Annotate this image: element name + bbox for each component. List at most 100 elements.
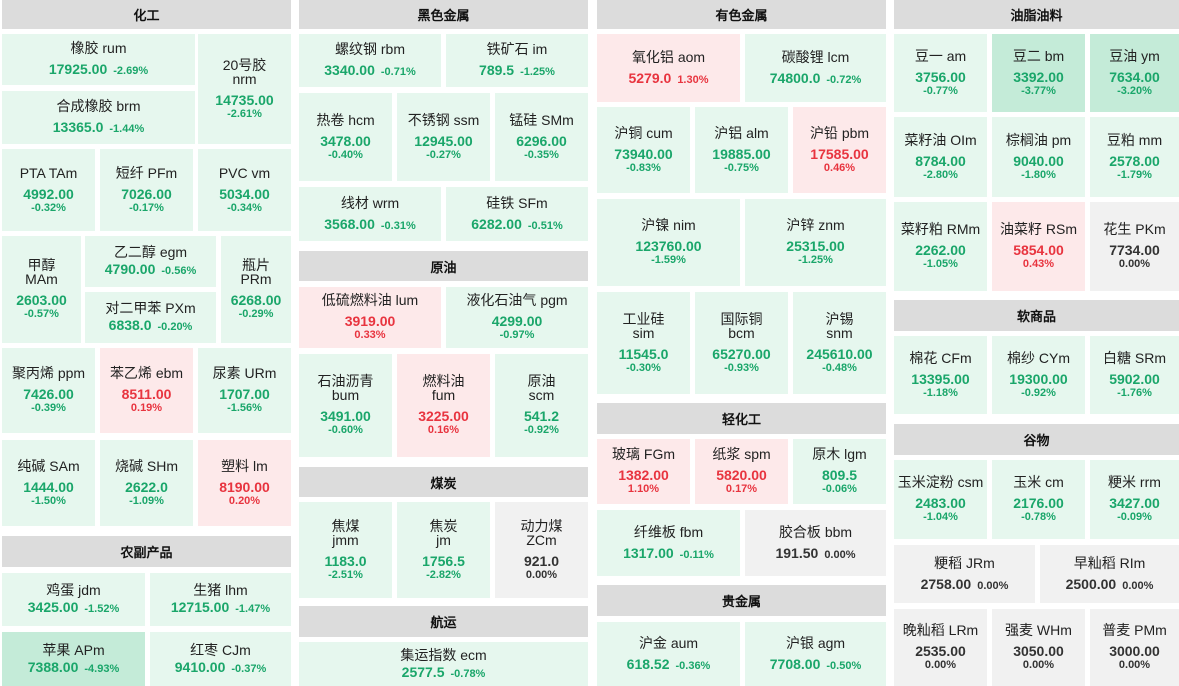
tile-vm[interactable]: PVC vm 5034.00 -0.34%	[198, 149, 291, 231]
tile-price: 541.2	[523, 408, 560, 424]
tile-aum[interactable]: 沪金 aum 618.52 -0.36%	[597, 622, 740, 686]
tile-CJm[interactable]: 红枣 CJm 9410.00 -0.37%	[150, 632, 291, 686]
tile-PRm[interactable]: 瓶片 PRm 6268.00 -0.29%	[221, 236, 291, 343]
tile-change: 0.43%	[1022, 258, 1055, 270]
tile-SFm[interactable]: 硅铁 SFm 6282.00 -0.51%	[446, 187, 588, 241]
tile-jmm[interactable]: 焦煤 jmm 1183.0 -2.51%	[299, 502, 392, 598]
tile-change: 0.00%	[1022, 659, 1055, 671]
tile-change: 0.33%	[354, 329, 386, 341]
tile-SAm[interactable]: 纯碱 SAm 1444.00 -1.50%	[2, 440, 95, 526]
tile-change: -1.59%	[651, 254, 686, 266]
tile-csm[interactable]: 玉米淀粉 csm 2483.00 -1.04%	[894, 460, 987, 539]
tile-name: 塑料 lm	[221, 457, 268, 474]
tile-change: -4.93%	[84, 662, 120, 675]
tile-pbm[interactable]: 沪铅 pbm 17585.00 0.46%	[793, 107, 886, 193]
tile-price: 2535.00	[915, 643, 966, 659]
tile-jdm[interactable]: 鸡蛋 jdm 3425.00 -1.52%	[2, 573, 145, 626]
tile-ssm[interactable]: 不锈钢 ssm 12945.00 -0.27%	[397, 93, 490, 181]
tile-price: 1317.00	[623, 544, 674, 561]
tile-name: 豆油 ym	[1109, 47, 1160, 64]
tile-ZCm[interactable]: 动力煤 ZCm 921.0 0.00%	[495, 502, 588, 598]
tile-FGm[interactable]: 玻璃 FGm 1382.00 1.10%	[597, 439, 690, 504]
tile-snm[interactable]: 沪锡 snm 245610.00 -0.48%	[793, 292, 886, 394]
tile-name: 沪铅 pbm	[809, 124, 870, 141]
tile-ebm[interactable]: 苯乙烯 ebm 8511.00 0.19%	[100, 348, 193, 433]
tile-APm[interactable]: 苹果 APm 7388.00 -4.93%	[2, 632, 145, 686]
tile-rrm[interactable]: 粳米 rrm 3427.00 -0.09%	[1090, 460, 1179, 539]
tile-bm[interactable]: 豆二 bm 3392.00 -3.77%	[992, 34, 1085, 112]
tile-name: 玻璃 FGm	[612, 446, 675, 462]
tile-price: 2262.00	[915, 242, 966, 258]
tile-scm[interactable]: 原油 scm 541.2 -0.92%	[495, 354, 588, 457]
tile-jm[interactable]: 焦炭 jm 1756.5 -2.82%	[397, 502, 490, 598]
tile-OIm[interactable]: 菜籽油 OIm 8784.00 -2.80%	[894, 117, 987, 197]
tile-CYm[interactable]: 棉纱 CYm 19300.00 -0.92%	[992, 336, 1085, 414]
tile-wrm[interactable]: 线材 wrm 3568.00 -0.31%	[299, 187, 441, 241]
tile-price: 12715.00	[170, 599, 230, 615]
tile-price: 7426.00	[23, 386, 74, 402]
tile-lum[interactable]: 低硫燃料油 lum 3919.00 0.33%	[299, 287, 441, 348]
tile-PMm[interactable]: 普麦 PMm 3000.00 0.00%	[1090, 609, 1179, 686]
tile-SRm[interactable]: 白糖 SRm 5902.00 -1.76%	[1090, 336, 1179, 414]
tile-fbm[interactable]: 纤维板 fbm 1317.00 -0.11%	[597, 510, 740, 576]
tile-egm[interactable]: 乙二醇 egm 4790.00 -0.56%	[85, 236, 216, 287]
tile-name: 沪铝 alm	[714, 124, 769, 141]
tile-bbm[interactable]: 胶合板 bbm 191.50 0.00%	[745, 510, 886, 576]
tile-fum[interactable]: 燃料油 fum 3225.00 0.16%	[397, 354, 490, 457]
tile-lgm[interactable]: 原木 lgm 809.5 -0.06%	[793, 439, 886, 504]
tile-mm[interactable]: 豆粕 mm 2578.00 -1.79%	[1090, 117, 1179, 197]
tile-name: 国际铜	[720, 310, 763, 327]
tile-am[interactable]: 豆一 am 3756.00 -0.77%	[894, 34, 987, 112]
tile-ym[interactable]: 豆油 ym 7634.00 -3.20%	[1090, 34, 1179, 112]
tile-pm[interactable]: 棕榈油 pm 9040.00 -1.80%	[992, 117, 1085, 197]
tile-spm[interactable]: 纸浆 spm 5820.00 0.17%	[695, 439, 788, 504]
tile-PKm[interactable]: 花生 PKm 7734.00 0.00%	[1090, 202, 1179, 291]
tile-sim[interactable]: 工业硅 sim 11545.0 -0.30%	[597, 292, 690, 394]
tile-price: 3491.00	[320, 408, 371, 424]
tile-nrm[interactable]: 20号胶 nrm 14735.00 -2.61%	[198, 34, 291, 144]
tile-brm[interactable]: 合成橡胶 brm 13365.0 -1.44%	[2, 91, 195, 144]
tile-RMm[interactable]: 菜籽粕 RMm 2262.00 -1.05%	[894, 202, 987, 291]
tile-change: -2.82%	[426, 568, 461, 581]
tile-LRm[interactable]: 晚籼稻 LRm 2535.00 0.00%	[894, 609, 987, 686]
tile-aom[interactable]: 氧化铝 aom 5279.0 1.30%	[597, 34, 740, 102]
tile-znm[interactable]: 沪锌 znm 25315.00 -1.25%	[745, 199, 886, 286]
tile-lcm[interactable]: 碳酸锂 lcm 74800.0 -0.72%	[745, 34, 886, 102]
tile-PXm[interactable]: 对二甲苯 PXm 6838.0 -0.20%	[85, 292, 216, 343]
tile-im[interactable]: 铁矿石 im 789.5 -1.25%	[446, 34, 588, 87]
tile-lhm[interactable]: 生猪 lhm 12715.00 -1.47%	[150, 573, 291, 626]
tile-name: 集运指数 ecm	[400, 646, 487, 663]
tile-rbm[interactable]: 螺纹钢 rbm 3340.00 -0.71%	[299, 34, 441, 87]
tile-cum[interactable]: 沪铜 cum 73940.00 -0.83%	[597, 107, 690, 193]
tile-WHm[interactable]: 强麦 WHm 3050.00 0.00%	[992, 609, 1085, 686]
tile-price: 809.5	[821, 467, 858, 483]
tile-MAm[interactable]: 甲醇 MAm 2603.00 -0.57%	[2, 236, 81, 343]
tile-JRm[interactable]: 粳稻 JRm 2758.00 0.00%	[894, 545, 1035, 603]
tile-TAm[interactable]: PTA TAm 4992.00 -0.32%	[2, 149, 95, 231]
tile-pgm[interactable]: 液化石油气 pgm 4299.00 -0.97%	[446, 287, 588, 348]
tile-RIm[interactable]: 早籼稻 RIm 2500.00 0.00%	[1040, 545, 1179, 603]
tile-CFm[interactable]: 棉花 CFm 13395.00 -1.18%	[894, 336, 987, 414]
tile-price: 1183.0	[324, 552, 367, 569]
tile-SMm[interactable]: 锰硅 SMm 6296.00 -0.35%	[495, 93, 588, 181]
tile-URm[interactable]: 尿素 URm 1707.00 -1.56%	[198, 348, 291, 433]
tile-cm[interactable]: 玉米 cm 2176.00 -0.78%	[992, 460, 1085, 539]
tile-nim[interactable]: 沪镍 nim 123760.00 -1.59%	[597, 199, 740, 286]
tile-hcm[interactable]: 热卷 hcm 3478.00 -0.40%	[299, 93, 392, 181]
tile-agm[interactable]: 沪银 agm 7708.00 -0.50%	[745, 622, 886, 686]
tile-alm[interactable]: 沪铝 alm 19885.00 -0.75%	[695, 107, 788, 193]
tile-bum[interactable]: 石油沥青 bum 3491.00 -0.60%	[299, 354, 392, 457]
tile-ecm[interactable]: 集运指数 ecm 2577.5 -0.78%	[299, 642, 588, 686]
tile-name: 胶合板 bbm	[778, 523, 853, 540]
tile-name: 强麦 WHm	[1005, 622, 1072, 638]
tile-ppm[interactable]: 聚丙烯 ppm 7426.00 -0.39%	[2, 348, 95, 433]
tile-name: 豆一 am	[914, 47, 967, 64]
tile-rum[interactable]: 橡胶 rum 17925.00 -2.69%	[2, 34, 195, 85]
tile-change: 0.00%	[924, 659, 957, 671]
tile-lm[interactable]: 塑料 lm 8190.00 0.20%	[198, 440, 291, 526]
tile-bcm[interactable]: 国际铜 bcm 65270.00 -0.93%	[695, 292, 788, 394]
tile-name-code: jmm	[332, 531, 359, 548]
tile-PFm[interactable]: 短纤 PFm 7026.00 -0.17%	[100, 149, 193, 231]
tile-SHm[interactable]: 烧碱 SHm 2622.0 -1.09%	[100, 440, 193, 526]
tile-RSm[interactable]: 油菜籽 RSm 5854.00 0.43%	[992, 202, 1085, 291]
